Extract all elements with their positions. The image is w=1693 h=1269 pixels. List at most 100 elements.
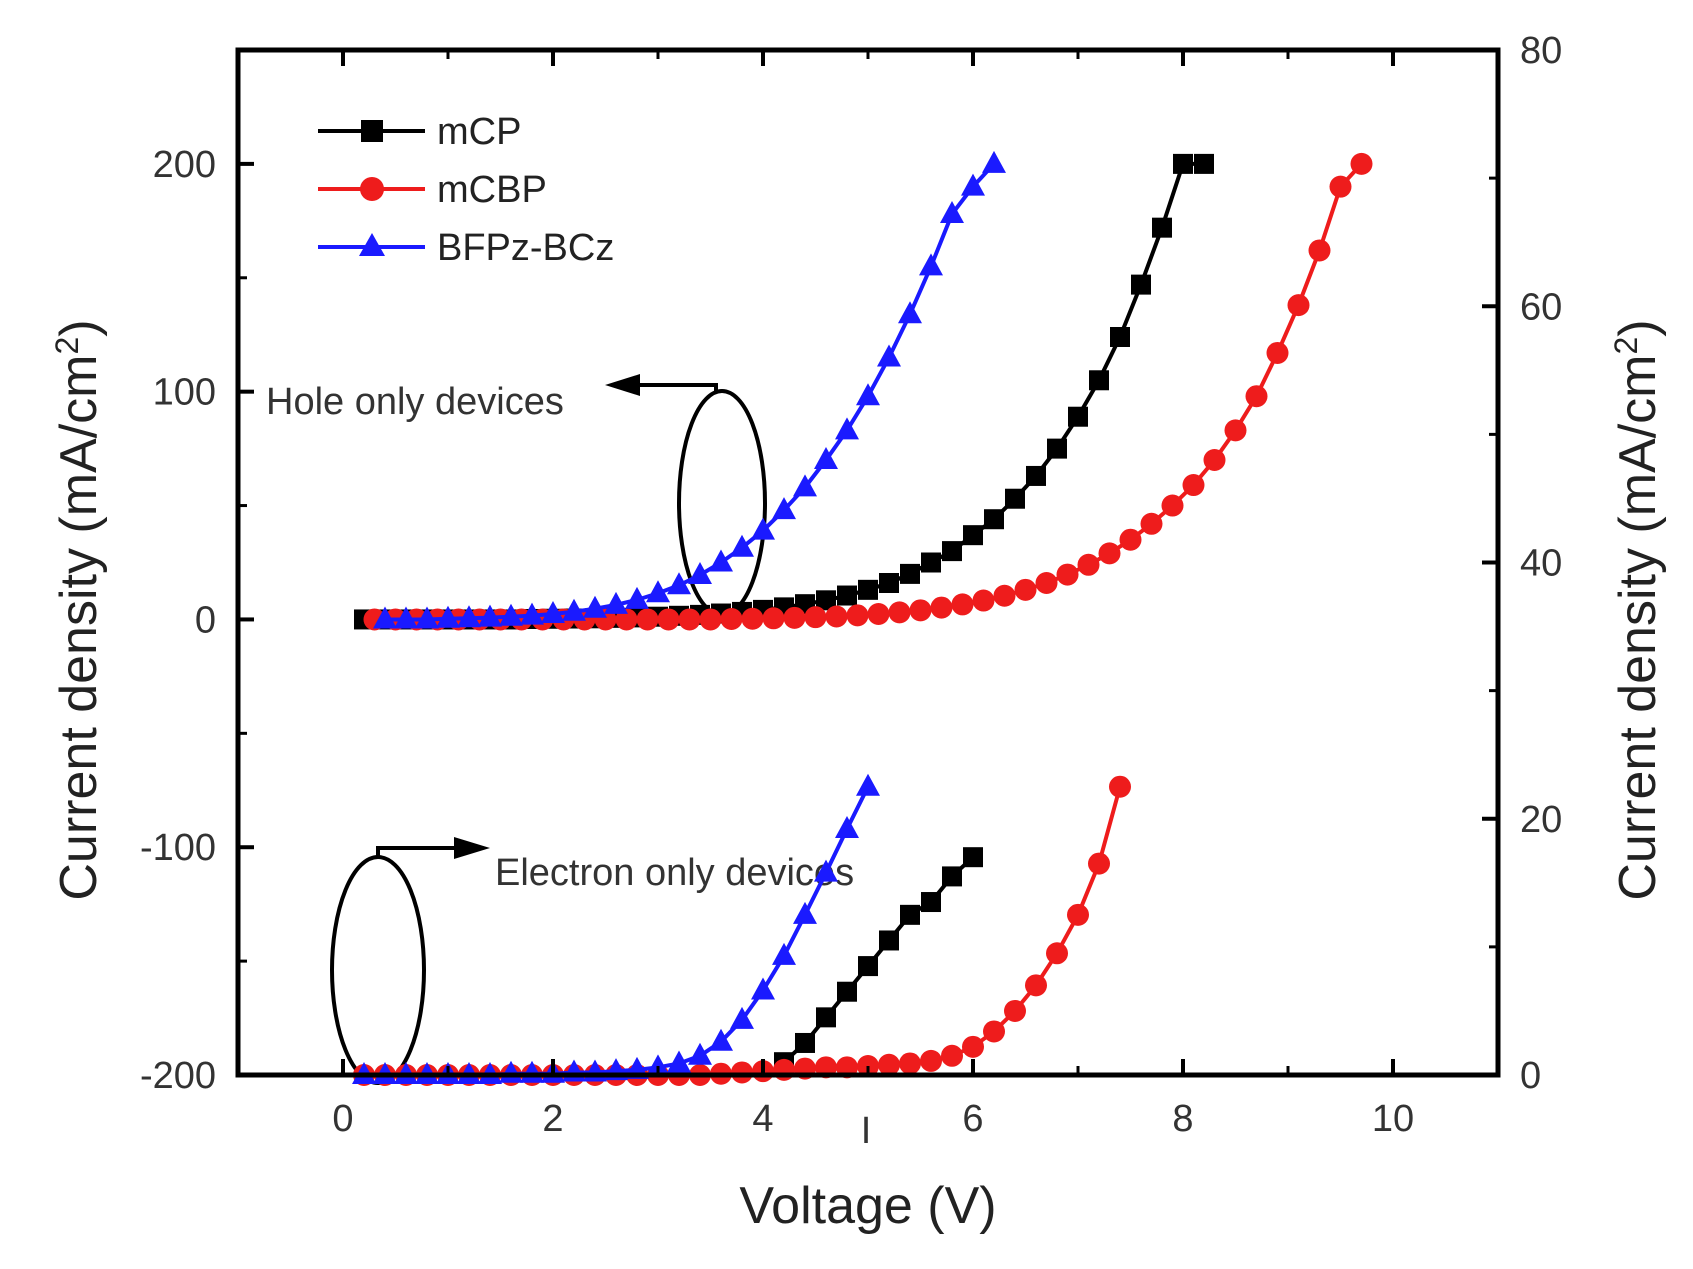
data-point-bfpz-bcz [898, 301, 922, 324]
data-point-mcbp [720, 607, 743, 630]
data-point-mcbp [1014, 578, 1037, 601]
data-point-mcbp [1329, 175, 1352, 198]
x-tick-label: 4 [752, 1098, 773, 1140]
data-point-mcbp [699, 608, 722, 631]
data-point-mcbp [615, 608, 638, 631]
y-right-tick-label: 20 [1520, 799, 1562, 841]
data-point-mcbp [1056, 563, 1079, 586]
x-tick-label: 6 [962, 1098, 983, 1140]
x-tick-label: 2 [542, 1098, 563, 1140]
data-point-mcp [942, 866, 962, 887]
data-point-mcbp [1350, 152, 1373, 175]
legend-label-mcp: mCP [437, 111, 521, 153]
data-point-bfpz-bcz [415, 606, 439, 629]
data-point-bfpz-bcz [919, 253, 943, 276]
hole-annotation-label: Hole only devices [266, 381, 564, 423]
series-hole-bfpz-bcz [373, 150, 1006, 629]
data-point-mcp [942, 541, 962, 562]
data-point-mcp [1152, 217, 1172, 238]
data-point-mcp [795, 1032, 815, 1053]
data-point-mcbp [920, 1049, 942, 1072]
y-right-tick-label: 40 [1520, 543, 1562, 585]
data-point-mcp [1194, 153, 1214, 174]
data-point-bfpz-bcz [772, 942, 796, 965]
data-point-mcbp [972, 589, 995, 612]
data-point-bfpz-bcz [730, 1006, 754, 1029]
data-point-mcbp [825, 605, 848, 628]
data-point-mcp [816, 590, 836, 611]
electron-annotation-label: Electron only devices [495, 852, 854, 894]
data-point-mcp [900, 904, 920, 925]
data-point-mcp [1173, 153, 1193, 174]
data-point-mcbp [741, 607, 764, 630]
electron-annotation: Electron only devices [330, 837, 854, 1085]
data-point-mcp [1026, 465, 1046, 486]
legend-item-mcbp: mCBP [318, 169, 547, 211]
hole-arrow-line [625, 383, 718, 393]
y-left-tick-label: 0 [195, 599, 216, 641]
plot-frame [235, 47, 1501, 1078]
y-axis-left-title-close: ) [50, 319, 108, 336]
data-point-bfpz-bcz [583, 595, 607, 618]
data-point-bfpz-bcz [751, 977, 775, 1000]
x-axis-title: Voltage (V) [739, 1177, 996, 1235]
data-point-mcbp [1203, 449, 1226, 471]
data-point-bfpz-bcz [667, 572, 691, 595]
data-point-bfpz-bcz [373, 606, 397, 629]
data-point-mcbp [951, 593, 974, 616]
legend-triangle-marker-icon [359, 233, 385, 256]
data-point-mcp [921, 552, 941, 573]
data-point-mcp [858, 579, 878, 600]
data-point-mcbp [1067, 903, 1089, 926]
data-point-mcbp [909, 599, 932, 622]
data-point-bfpz-bcz [751, 517, 775, 540]
data-point-mcp [1131, 274, 1151, 295]
data-point-bfpz-bcz [667, 1050, 691, 1073]
data-point-mcp [816, 1007, 836, 1028]
data-point-mcp [1005, 488, 1025, 509]
y-axis-left-title: Current density (mA/cm2) [49, 319, 108, 900]
series-layer [352, 150, 1373, 1086]
data-point-bfpz-bcz [709, 1028, 733, 1051]
data-point-mcbp [1077, 553, 1100, 576]
electron-ellipse [330, 855, 426, 1085]
data-point-mcp [837, 585, 857, 606]
series-line-electron-mcbp [364, 786, 1122, 1077]
data-point-mcbp [993, 584, 1016, 607]
data-point-bfpz-bcz [793, 901, 817, 924]
data-point-mcbp [1035, 572, 1058, 594]
data-point-mcbp [1287, 294, 1310, 317]
data-point-mcp [963, 847, 983, 868]
data-point-mcbp [1004, 999, 1026, 1022]
data-point-mcbp [867, 602, 890, 625]
data-point-mcp [900, 563, 920, 584]
y-axis-right-title-superscript: 2 [1608, 337, 1644, 355]
legend: mCP mCBP BFPz-BCz [318, 111, 614, 269]
data-point-mcbp [962, 1035, 984, 1058]
data-point-bfpz-bcz [646, 580, 670, 603]
legend-square-marker-icon [361, 120, 383, 142]
data-point-mcbp [983, 1020, 1005, 1043]
data-point-mcbp [1025, 974, 1047, 997]
data-point-mcp [837, 981, 857, 1002]
data-point-bfpz-bcz [562, 598, 586, 621]
data-point-mcbp [878, 1053, 900, 1076]
legend-label-mcbp: mCBP [437, 169, 547, 211]
data-point-bfpz-bcz [961, 173, 985, 196]
data-point-mcp [1089, 370, 1109, 391]
data-point-bfpz-bcz [688, 562, 712, 585]
data-point-mcp [1047, 438, 1067, 459]
y-axis-right-title: Current density (mA/cm2) [1608, 319, 1667, 900]
data-point-mcbp [941, 1044, 963, 1067]
data-point-bfpz-bcz [793, 474, 817, 497]
data-point-bfpz-bcz [625, 586, 649, 609]
data-point-bfpz-bcz [478, 604, 502, 627]
y-left-tick-label: 100 [153, 372, 216, 414]
x-tick-label: 0 [332, 1098, 353, 1140]
data-point-bfpz-bcz [499, 603, 523, 626]
legend-label-bfpz-bcz: BFPz-BCz [437, 227, 614, 269]
data-point-bfpz-bcz [814, 447, 838, 469]
y-left-tick-label: -200 [140, 1055, 216, 1097]
